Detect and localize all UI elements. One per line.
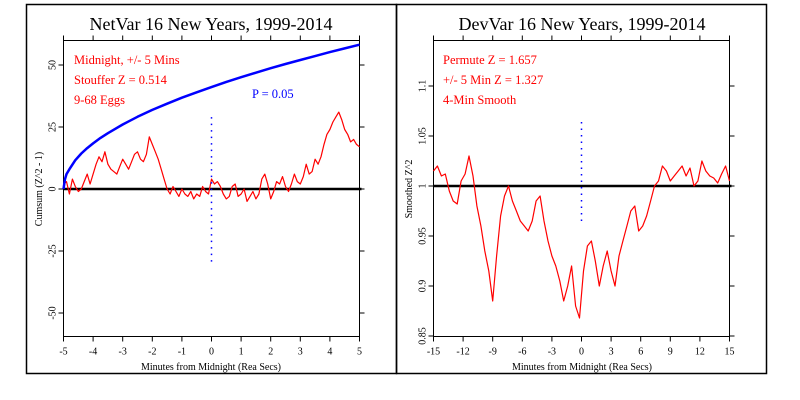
right-y-tick-label: 1.1 bbox=[418, 80, 429, 93]
right-y-tick-label: 1 bbox=[418, 184, 429, 189]
right-x-tick-label: -3 bbox=[548, 347, 556, 358]
left-y-axis-label: Cumsum (Z^2 - 1) bbox=[34, 152, 45, 226]
left-data-layer bbox=[62, 43, 362, 264]
right-y-ticks: 1.1 1.05 1 0.95 0.9 0.85 bbox=[418, 80, 735, 345]
right-x-tick-label: 9 bbox=[668, 347, 673, 358]
right-x-tick-label: 12 bbox=[695, 347, 705, 358]
right-chart: DevVar 16 New Years, 1999-2014 -15 -12 -9-… bbox=[404, 14, 735, 373]
right-y-axis-label: Smoothed Z^2 bbox=[404, 160, 415, 219]
right-panel-frame bbox=[395, 3, 768, 375]
left-x-tick-label: -5 bbox=[59, 347, 67, 358]
left-x-tick-label: 0 bbox=[209, 347, 214, 358]
right-y-tick-label: 0.9 bbox=[418, 280, 429, 293]
left-annotation-midnight: Midnight, +/- 5 Mins bbox=[74, 53, 180, 67]
right-x-tick-label: 3 bbox=[609, 347, 614, 358]
right-y-tick-label: 0.85 bbox=[418, 327, 429, 345]
left-y-tick-label: -50 bbox=[48, 306, 59, 319]
right-x-tick-label: -15 bbox=[427, 347, 440, 358]
right-x-ticks: -15 -12 -9 -6 -3 0 3 6 9 12 15 bbox=[427, 35, 735, 358]
left-x-ticks: -5 -4 -3 -2 -1 0 1 2 3 4 5 bbox=[59, 35, 362, 358]
left-series-p-0-05 bbox=[62, 43, 360, 190]
left-annotation-p-value: P = 0.05 bbox=[252, 87, 294, 101]
left-annotation-eggs: 9-68 Eggs bbox=[74, 93, 125, 107]
right-y-tick-label: 1.05 bbox=[418, 127, 429, 145]
right-x-tick-label: 15 bbox=[725, 347, 735, 358]
left-x-axis-label: Minutes from Midnight (Rea Secs) bbox=[141, 362, 281, 373]
left-x-tick-label: -4 bbox=[89, 347, 97, 358]
right-x-tick-label: -12 bbox=[456, 347, 469, 358]
left-y-tick-label: 0 bbox=[48, 187, 59, 192]
right-data-layer bbox=[433, 122, 732, 319]
left-x-tick-label: -2 bbox=[148, 347, 156, 358]
left-y-tick-label: 50 bbox=[48, 60, 59, 70]
right-x-axis-label: Minutes from Midnight (Rea Secs) bbox=[512, 362, 652, 373]
left-y-tick-label: -25 bbox=[48, 244, 59, 257]
left-y-tick-label: 25 bbox=[48, 122, 59, 132]
left-x-tick-label: 2 bbox=[268, 347, 273, 358]
right-annotation-five-min: +/- 5 Min Z = 1.327 bbox=[443, 73, 543, 87]
left-x-tick-label: 4 bbox=[327, 347, 332, 358]
left-x-tick-label: -1 bbox=[178, 347, 186, 358]
left-x-tick-label: -3 bbox=[119, 347, 127, 358]
left-series-cumsum bbox=[63, 111, 360, 202]
left-chart-title: NetVar 16 New Years, 1999-2014 bbox=[90, 14, 333, 34]
right-y-tick-label: 0.95 bbox=[418, 227, 429, 245]
right-x-tick-label: 6 bbox=[638, 347, 643, 358]
left-annotation-stouffer: Stouffer Z = 0.514 bbox=[74, 73, 168, 87]
left-x-tick-label: 1 bbox=[239, 347, 244, 358]
right-annotation-smooth: 4-Min Smooth bbox=[443, 93, 517, 107]
right-annotation-permute: Permute Z = 1.657 bbox=[443, 53, 537, 67]
left-chart: NetVar 16 New Years, 1999-2014 -5 -4 -3 -2-… bbox=[34, 14, 365, 373]
right-series-smoothed-z-2 bbox=[433, 155, 731, 319]
left-y-ticks: 50 25 0 -25 -50 bbox=[48, 60, 365, 320]
right-chart-title: DevVar 16 New Years, 1999-2014 bbox=[459, 14, 706, 34]
left-x-tick-label: 5 bbox=[357, 347, 362, 358]
right-x-tick-label: -6 bbox=[518, 347, 526, 358]
left-x-tick-label: 3 bbox=[298, 347, 303, 358]
right-x-tick-label: 0 bbox=[579, 347, 584, 358]
right-x-tick-label: -9 bbox=[489, 347, 497, 358]
